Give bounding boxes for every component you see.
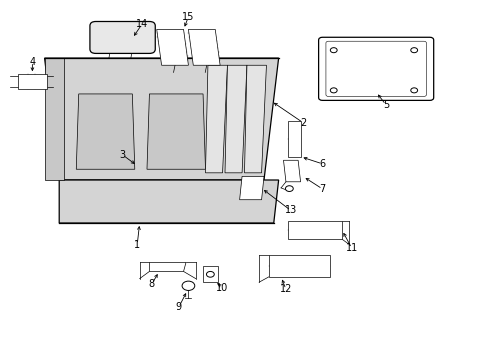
Text: 7: 7 bbox=[319, 184, 325, 194]
Circle shape bbox=[206, 271, 214, 277]
Polygon shape bbox=[224, 65, 246, 173]
Text: 8: 8 bbox=[148, 279, 155, 289]
FancyBboxPatch shape bbox=[90, 22, 155, 53]
Text: 5: 5 bbox=[382, 100, 388, 110]
Text: 10: 10 bbox=[216, 283, 228, 293]
Circle shape bbox=[182, 281, 194, 291]
Polygon shape bbox=[44, 58, 278, 180]
Circle shape bbox=[330, 88, 336, 93]
Polygon shape bbox=[149, 262, 185, 271]
Polygon shape bbox=[288, 221, 341, 239]
Text: 2: 2 bbox=[299, 118, 305, 128]
Polygon shape bbox=[59, 180, 278, 223]
Text: 4: 4 bbox=[29, 57, 35, 67]
Text: 1: 1 bbox=[134, 239, 140, 249]
Polygon shape bbox=[244, 65, 266, 173]
Polygon shape bbox=[147, 94, 205, 169]
Polygon shape bbox=[205, 65, 227, 173]
Polygon shape bbox=[18, 74, 47, 89]
Text: 3: 3 bbox=[119, 150, 125, 160]
Polygon shape bbox=[288, 121, 300, 157]
Text: 12: 12 bbox=[279, 284, 291, 294]
FancyBboxPatch shape bbox=[318, 37, 433, 100]
Circle shape bbox=[285, 186, 293, 192]
Text: 13: 13 bbox=[284, 206, 296, 216]
Polygon shape bbox=[188, 30, 220, 65]
Text: 9: 9 bbox=[175, 302, 182, 312]
Polygon shape bbox=[157, 30, 188, 65]
Polygon shape bbox=[76, 94, 135, 169]
Circle shape bbox=[410, 48, 417, 53]
Polygon shape bbox=[283, 160, 300, 182]
FancyBboxPatch shape bbox=[325, 41, 426, 96]
Text: 14: 14 bbox=[136, 19, 148, 29]
Polygon shape bbox=[44, 58, 64, 180]
Circle shape bbox=[330, 48, 336, 53]
Polygon shape bbox=[203, 266, 217, 282]
Polygon shape bbox=[239, 176, 264, 200]
Text: 11: 11 bbox=[345, 243, 357, 253]
Text: 15: 15 bbox=[182, 12, 194, 22]
Text: 6: 6 bbox=[319, 159, 325, 169]
Circle shape bbox=[410, 88, 417, 93]
Polygon shape bbox=[268, 255, 329, 277]
